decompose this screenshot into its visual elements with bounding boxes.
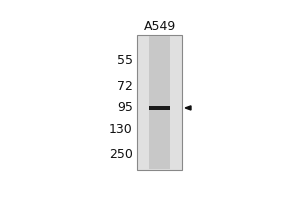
Bar bbox=[149, 106, 170, 110]
Text: 250: 250 bbox=[109, 148, 133, 161]
Text: 130: 130 bbox=[109, 123, 133, 136]
Bar bbox=[149, 36, 170, 169]
Polygon shape bbox=[185, 106, 191, 110]
Text: 72: 72 bbox=[117, 80, 133, 93]
Text: A549: A549 bbox=[143, 20, 176, 33]
Text: 95: 95 bbox=[117, 101, 133, 114]
Bar bbox=[137, 35, 182, 170]
Text: 55: 55 bbox=[117, 54, 133, 67]
